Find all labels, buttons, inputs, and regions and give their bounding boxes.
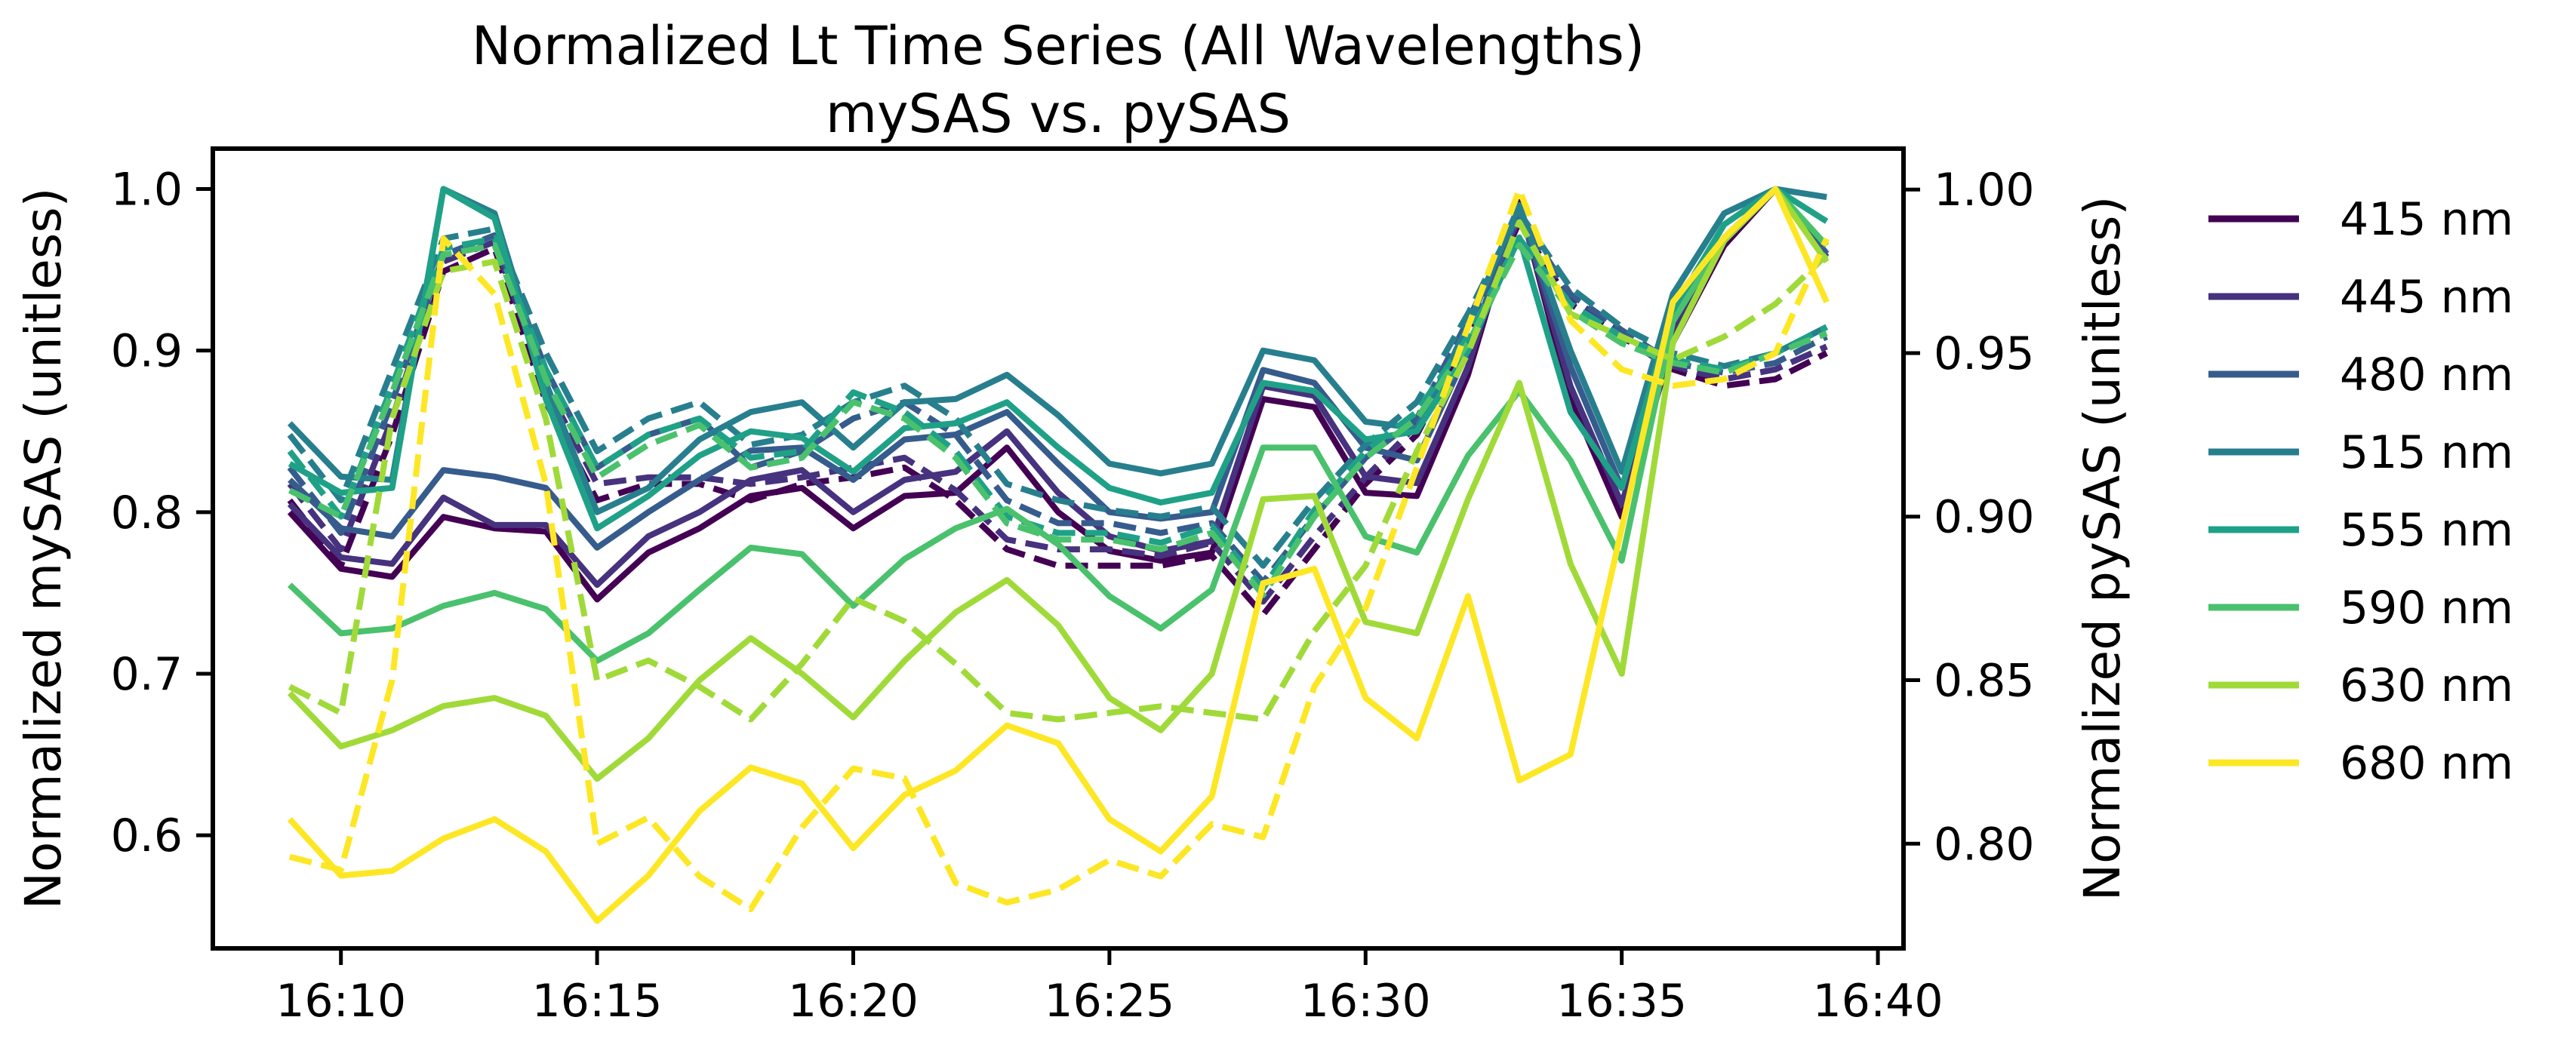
legend-label-445-nm: 445 nm <box>2340 271 2513 324</box>
plot-frame <box>211 146 1906 951</box>
pysas-line-515-nm <box>287 209 1829 569</box>
x-tick-label: 16:15 <box>532 975 663 1028</box>
pysas-line-680-nm <box>288 186 1830 912</box>
legend-label-415-nm: 415 nm <box>2340 193 2513 246</box>
y-left-tick-label: 0.8 <box>111 487 183 539</box>
mysas-line-445-nm <box>287 186 1830 588</box>
pysas-line-630-nm <box>288 219 1829 723</box>
y-left-tick-label: 1.0 <box>111 164 183 217</box>
x-tick-label: 16:10 <box>275 975 406 1028</box>
y-right-tick-label: 0.80 <box>1934 818 2035 871</box>
mysas-line-555-nm <box>288 186 1829 532</box>
mysas-line-630-nm <box>287 186 1830 782</box>
legend-label-680-nm: 680 nm <box>2340 737 2513 790</box>
axes-layer: 16:10 16:15 16:20 16:25 16:30 16:35 16:40 0.6 0.… <box>111 146 2035 1028</box>
right-axis-label: Normalized pySAS (unitless) <box>2073 196 2131 901</box>
legend: 415 nm 445 nm 480 nm 515 nm 555 nm 590 nm 630 … <box>2208 193 2513 790</box>
legend-label-590-nm: 590 nm <box>2340 582 2513 635</box>
y-right-tick-label: 1.00 <box>1934 164 2035 217</box>
y-left-tick-label: 0.6 <box>111 810 183 862</box>
mysas-line-480-nm <box>288 186 1830 551</box>
x-tick-label: 16:30 <box>1300 975 1431 1028</box>
y-left-tick-label: 0.7 <box>111 648 183 701</box>
series-layer <box>287 186 1830 924</box>
y-right-tick-label: 0.85 <box>1934 654 2035 707</box>
legend-label-480-nm: 480 nm <box>2340 349 2513 401</box>
legend-label-555-nm: 555 nm <box>2340 504 2513 557</box>
y-right-tick-label: 0.95 <box>1934 327 2035 380</box>
y-right-tick-label: 0.90 <box>1934 491 2035 544</box>
x-tick-label: 16:35 <box>1556 975 1687 1028</box>
y-left-tick-label: 0.9 <box>111 325 183 378</box>
x-tick-label: 16:20 <box>788 975 919 1028</box>
chart-subtitle: mySAS vs. pySAS <box>826 83 1291 145</box>
mysas-line-415-nm <box>287 186 1830 603</box>
pysas-line-480-nm <box>287 212 1829 585</box>
legend-label-515-nm: 515 nm <box>2340 426 2513 479</box>
x-tick-label: 16:25 <box>1044 975 1174 1028</box>
chart-title: Normalized Lt Time Series (All Wavelengt… <box>472 15 1645 77</box>
mysas-line-680-nm <box>287 186 1830 924</box>
pysas-line-555-nm <box>287 235 1829 592</box>
legend-label-630-nm: 630 nm <box>2340 659 2513 712</box>
x-tick-label: 16:40 <box>1813 975 1944 1028</box>
left-axis-label: Normalized mySAS (unitless) <box>14 188 72 910</box>
mysas-line-590-nm <box>288 186 1830 664</box>
